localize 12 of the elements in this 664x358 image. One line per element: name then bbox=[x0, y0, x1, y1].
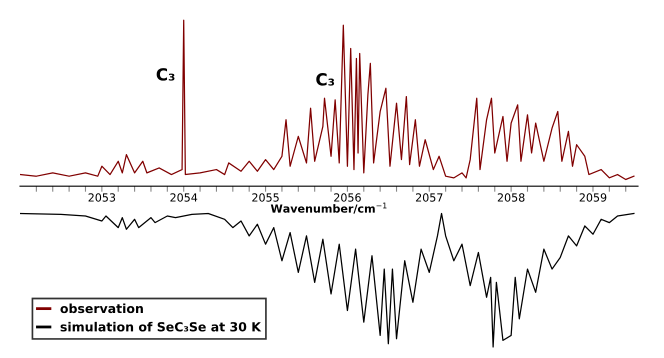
x-tick-label: 2054 bbox=[170, 193, 198, 202]
annotation: C₃ bbox=[156, 68, 174, 81]
x-axis-title: Wavenumber/cm$^{−1}$ bbox=[270, 202, 386, 214]
x-tick-label: 2056 bbox=[334, 193, 361, 202]
x-tick-label: 2058 bbox=[498, 193, 525, 202]
legend-label: simulation of SeC₃Se at 30 K bbox=[60, 322, 262, 332]
legend-label: observation bbox=[60, 304, 143, 314]
x-tick-label: 2055 bbox=[252, 193, 279, 202]
x-tick-label: 2057 bbox=[416, 193, 442, 202]
x-tick-label: 2059 bbox=[580, 193, 606, 202]
x-tick-label: 2053 bbox=[88, 193, 116, 202]
annotation: C₃ bbox=[316, 73, 334, 86]
